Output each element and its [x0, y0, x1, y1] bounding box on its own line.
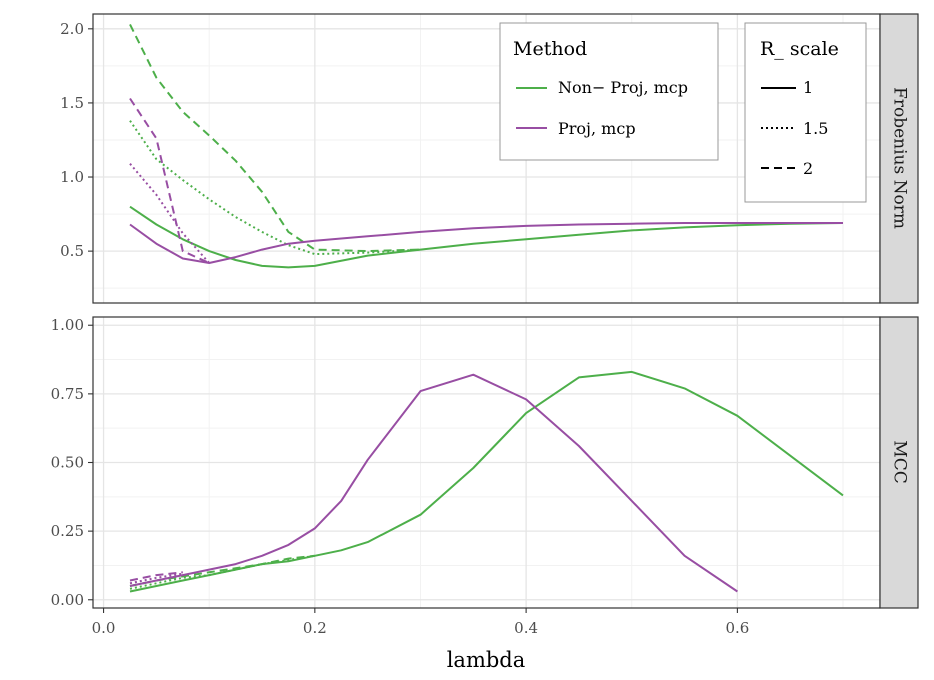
y-tick-label: 0.5 [60, 242, 84, 260]
legend-label-proj: Proj, mcp [558, 119, 636, 138]
series-line-proj-mcpscale-1-5 [129, 572, 183, 585]
x-axis-title: lambda [447, 648, 526, 672]
series-line-proj-mcpscale-2 [129, 97, 210, 264]
series-line-proj-mcpscale-1-5 [129, 163, 210, 264]
series-line-non-proj-mcpscale-1-5 [129, 554, 315, 590]
y-axis-frobenius: 0.5 1.0 1.5 2.0 [60, 20, 93, 260]
series-lines-mcc [129, 370, 844, 593]
strip-label: MCC [890, 440, 910, 483]
y-tick-label: 0.25 [51, 522, 84, 540]
series-line-proj-mcpscale-1 [129, 373, 738, 593]
gridlines-mcc [93, 317, 880, 608]
legend-label-non-proj: Non− Proj, mcp [558, 78, 688, 97]
legend-scale: R_ scale 1 1.5 2 [744, 22, 867, 203]
legend-scale-title: R_ scale [760, 38, 839, 60]
y-tick-label: 1.00 [51, 316, 84, 334]
series-line-non-proj-mcpscale-1 [129, 205, 844, 269]
y-tick-label: 1.5 [60, 94, 84, 112]
strip-mcc: MCC [879, 316, 919, 609]
y-axis-mcc: 0.00 0.25 0.50 0.75 1.00 [51, 316, 93, 609]
legend-label-scale-1: 1 [803, 78, 813, 97]
x-tick-label: 0.0 [92, 619, 116, 637]
legend-method-title: Method [513, 38, 587, 60]
y-tick-label: 0.75 [51, 385, 84, 403]
panel-mcc: 0.00 0.25 0.50 0.75 1.00 MCC [51, 316, 919, 609]
y-tick-label: 0.00 [51, 591, 84, 609]
series-line-proj-mcpscale-1 [129, 222, 843, 264]
legend-label-scale-2: 2 [803, 159, 813, 178]
x-axis: 0.0 0.2 0.4 0.6 [92, 608, 749, 637]
series-lines-frobenius [129, 23, 844, 269]
y-tick-label: 1.0 [60, 168, 84, 186]
x-tick-label: 0.2 [303, 619, 327, 637]
series-line-proj-mcpscale-2 [129, 571, 183, 582]
legend-label-scale-1-5: 1.5 [803, 119, 828, 138]
legend-method: Method Non− Proj, mcp Proj, mcp [499, 22, 719, 161]
strip-label: Frobenius Norm [890, 87, 910, 229]
strip-frobenius-norm: Frobenius Norm [879, 13, 919, 304]
y-tick-label: 2.0 [60, 20, 84, 38]
y-tick-label: 0.50 [51, 454, 84, 472]
series-line-non-proj-mcpscale-2 [129, 23, 421, 253]
x-tick-label: 0.4 [514, 619, 538, 637]
x-tick-label: 0.6 [725, 619, 749, 637]
